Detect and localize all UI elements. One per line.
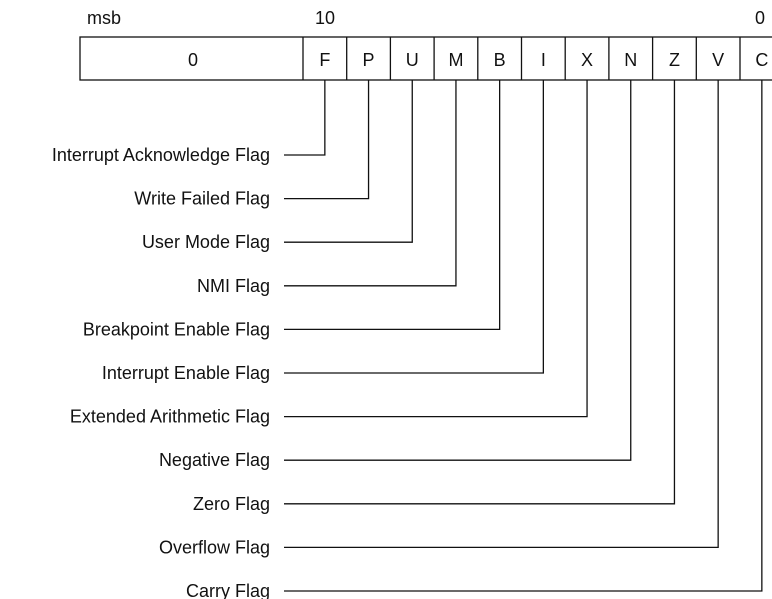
bit-cell-p: P	[363, 50, 375, 70]
bit-cell-m: M	[448, 50, 463, 70]
msb-label: msb	[87, 8, 121, 28]
leader-line-n	[284, 80, 632, 461]
upper-field-value: 0	[188, 50, 198, 70]
bit-10-label: 10	[315, 8, 335, 28]
bit-cell-x: X	[581, 50, 593, 70]
leader-line-u	[284, 80, 413, 243]
bit-cell-u: U	[406, 50, 419, 70]
bit-0-label: 0	[755, 8, 765, 28]
leader-line-p	[284, 80, 370, 200]
flag-label-interrupt-acknowledge-flag: Interrupt Acknowledge Flag	[52, 145, 270, 165]
leader-line-x	[284, 80, 588, 418]
flag-label-interrupt-enable-flag: Interrupt Enable Flag	[102, 363, 270, 383]
register-box: 0 F P U M B I X N Z V C	[79, 36, 772, 81]
flag-label-extended-arithmetic-flag: Extended Arithmetic Flag	[70, 407, 270, 427]
bit-cell-c: C	[755, 50, 768, 70]
flag-leaders: Interrupt Acknowledge Flag Write Failed F…	[52, 80, 763, 599]
leader-line-i	[284, 80, 544, 374]
flag-label-write-failed-flag: Write Failed Flag	[134, 189, 270, 209]
bit-cell-i: I	[541, 50, 546, 70]
bit-cell-f: F	[319, 50, 330, 70]
leader-line-v	[284, 80, 719, 549]
leader-line-z	[284, 80, 676, 505]
flag-label-zero-flag: Zero Flag	[193, 494, 270, 514]
flag-label-nmi-flag: NMI Flag	[197, 276, 270, 296]
flag-label-negative-flag: Negative Flag	[159, 450, 270, 470]
leader-line-b	[284, 80, 501, 331]
flag-label-user-mode-flag: User Mode Flag	[142, 232, 270, 252]
flag-label-breakpoint-enable-flag: Breakpoint Enable Flag	[83, 319, 270, 339]
leader-line-c	[284, 80, 763, 592]
flag-label-carry-flag: Carry Flag	[186, 581, 270, 599]
leader-line-f	[284, 80, 326, 156]
bit-cell-v: V	[712, 50, 724, 70]
bit-cell-z: Z	[669, 50, 680, 70]
flag-label-overflow-flag: Overflow Flag	[159, 537, 270, 557]
bit-cell-b: B	[494, 50, 506, 70]
leader-line-m	[284, 80, 457, 287]
bit-cell-n: N	[624, 50, 637, 70]
register-outline	[79, 36, 772, 81]
